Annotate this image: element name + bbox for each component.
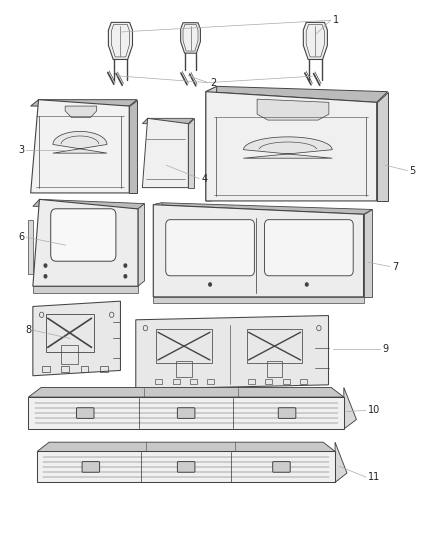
Polygon shape xyxy=(257,99,329,120)
FancyBboxPatch shape xyxy=(265,220,353,276)
Polygon shape xyxy=(31,100,129,193)
Polygon shape xyxy=(142,118,188,188)
Polygon shape xyxy=(28,387,344,397)
Polygon shape xyxy=(153,203,372,214)
Text: 1: 1 xyxy=(333,15,339,25)
Polygon shape xyxy=(206,92,377,201)
Polygon shape xyxy=(33,199,145,209)
Polygon shape xyxy=(129,100,137,193)
FancyBboxPatch shape xyxy=(82,462,99,472)
Polygon shape xyxy=(136,316,328,389)
Circle shape xyxy=(124,264,127,267)
Polygon shape xyxy=(28,397,344,429)
Polygon shape xyxy=(138,204,145,286)
Polygon shape xyxy=(206,86,388,102)
Circle shape xyxy=(305,283,308,286)
Text: 11: 11 xyxy=(368,472,380,482)
Polygon shape xyxy=(142,118,194,124)
Polygon shape xyxy=(53,132,107,153)
FancyBboxPatch shape xyxy=(273,462,290,472)
Polygon shape xyxy=(33,301,120,376)
Polygon shape xyxy=(65,106,97,118)
Polygon shape xyxy=(37,451,335,482)
FancyBboxPatch shape xyxy=(177,408,195,418)
FancyBboxPatch shape xyxy=(166,220,254,276)
Polygon shape xyxy=(335,442,347,482)
Polygon shape xyxy=(33,199,138,286)
Text: 3: 3 xyxy=(18,146,24,155)
Polygon shape xyxy=(37,442,335,451)
Polygon shape xyxy=(31,100,137,106)
Circle shape xyxy=(209,283,212,286)
Text: 2: 2 xyxy=(210,78,216,87)
Circle shape xyxy=(124,274,127,278)
Text: 4: 4 xyxy=(201,174,208,183)
Circle shape xyxy=(44,264,47,267)
Polygon shape xyxy=(33,286,138,293)
Polygon shape xyxy=(180,23,201,53)
Polygon shape xyxy=(303,22,327,60)
Text: 6: 6 xyxy=(18,232,24,242)
Polygon shape xyxy=(188,118,194,188)
FancyBboxPatch shape xyxy=(51,209,116,261)
Polygon shape xyxy=(206,86,217,201)
Polygon shape xyxy=(244,137,332,158)
FancyBboxPatch shape xyxy=(278,408,296,418)
Circle shape xyxy=(44,274,47,278)
Text: 10: 10 xyxy=(368,406,380,415)
Text: 7: 7 xyxy=(392,262,398,271)
Polygon shape xyxy=(109,22,133,60)
FancyBboxPatch shape xyxy=(177,462,195,472)
Polygon shape xyxy=(364,209,372,297)
Text: 5: 5 xyxy=(410,166,416,175)
Polygon shape xyxy=(344,387,357,429)
Polygon shape xyxy=(377,92,388,201)
Polygon shape xyxy=(153,205,364,297)
Polygon shape xyxy=(153,297,364,303)
Text: 9: 9 xyxy=(382,344,388,354)
FancyBboxPatch shape xyxy=(77,408,94,418)
Polygon shape xyxy=(28,220,33,274)
Polygon shape xyxy=(153,203,162,297)
Text: 8: 8 xyxy=(25,326,32,335)
